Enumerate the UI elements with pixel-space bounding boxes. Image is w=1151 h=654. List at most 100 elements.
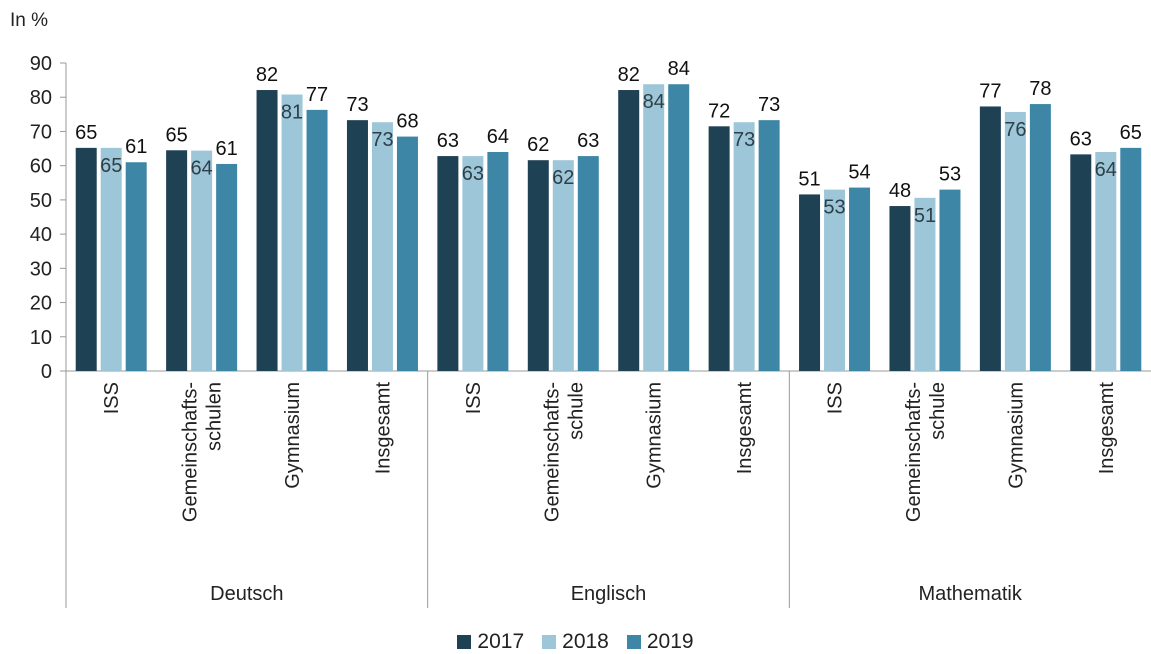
bar-2018	[914, 197, 936, 371]
data-label-2019: 53	[939, 164, 961, 186]
category-label: schule	[927, 382, 949, 440]
bar-2017	[166, 150, 188, 371]
legend-swatch	[457, 635, 472, 649]
y-tick-label: 40	[30, 224, 52, 246]
data-label-2019: 73	[758, 94, 780, 116]
category-label: Insgesamt	[372, 382, 394, 475]
y-tick-label: 0	[41, 361, 52, 383]
bar-2018	[100, 147, 122, 371]
bar-2019	[939, 189, 961, 371]
data-label-2017: 73	[346, 94, 368, 116]
data-label-2018: 81	[281, 101, 303, 123]
category-label: Gymnasium	[644, 382, 666, 489]
y-tick-label: 30	[30, 258, 52, 280]
data-label-2018: 65	[100, 155, 122, 177]
legend-swatch	[626, 635, 641, 649]
data-label-2019: 54	[848, 162, 870, 184]
bar-2017	[437, 156, 459, 371]
category-label: schulen	[204, 382, 226, 451]
category-label: schule	[565, 382, 587, 440]
data-label-2017: 77	[979, 80, 1001, 102]
bar-2018	[1095, 151, 1117, 371]
legend-label: 2018	[562, 630, 609, 653]
bar-2017	[889, 206, 911, 371]
bar-2019	[216, 163, 238, 371]
category-label: Gemeinschafts-	[903, 382, 925, 522]
bar-2019	[396, 136, 418, 371]
bar-2017	[346, 120, 368, 371]
category-label: ISS	[825, 382, 847, 414]
data-label-2018: 73	[733, 129, 755, 151]
legend-item-2019: 2019	[626, 630, 694, 654]
data-label-2018: 62	[552, 167, 574, 189]
data-label-2017: 72	[708, 100, 730, 122]
bar-2017	[256, 90, 278, 371]
bar-2018	[733, 122, 755, 372]
bar-2018	[824, 189, 846, 371]
data-label-2017: 63	[437, 130, 459, 152]
data-label-2019: 64	[487, 126, 509, 148]
y-tick-label: 10	[30, 327, 52, 349]
data-label-2019: 77	[306, 84, 328, 106]
data-label-2018: 64	[1095, 159, 1117, 181]
data-label-2017: 82	[618, 64, 640, 86]
bar-2019	[1120, 147, 1142, 371]
data-label-2017: 48	[889, 180, 911, 202]
bar-2018	[552, 160, 574, 371]
bar-2018	[281, 94, 303, 372]
bar-2018	[371, 122, 393, 372]
data-label-2018: 76	[1004, 119, 1026, 141]
bar-2017	[979, 106, 1001, 371]
data-label-2019: 68	[396, 111, 418, 133]
data-label-2019: 78	[1029, 78, 1051, 100]
bar-2018	[1004, 111, 1026, 371]
group-label: Englisch	[571, 583, 647, 605]
bar-2017	[708, 126, 730, 371]
data-label-2017: 62	[527, 134, 549, 156]
y-tick-label: 20	[30, 293, 52, 315]
bar-2019	[668, 84, 690, 372]
bar-2019	[487, 151, 509, 371]
data-label-2018: 51	[914, 205, 936, 227]
data-label-2018: 53	[823, 197, 845, 219]
chart-legend: 2017 2018 2019	[0, 630, 1151, 654]
category-label: ISS	[101, 382, 123, 414]
data-label-2017: 82	[256, 64, 278, 86]
y-axis-unit-label: In %	[10, 10, 49, 31]
data-label-2018: 64	[191, 158, 213, 180]
y-tick-label: 70	[30, 121, 52, 143]
category-label: Gymnasium	[1005, 382, 1027, 489]
category-label: Gemeinschafts-	[541, 382, 563, 522]
data-label-2017: 65	[166, 124, 188, 146]
data-label-2018: 63	[462, 163, 484, 185]
y-tick-label: 90	[30, 53, 52, 75]
data-label-2019: 63	[577, 130, 599, 152]
bar-2019	[306, 109, 328, 371]
group-label: Deutsch	[210, 583, 283, 605]
category-label: Gemeinschafts-	[180, 382, 202, 522]
y-tick-label: 80	[30, 87, 52, 109]
data-label-2018: 84	[643, 91, 665, 113]
data-label-2019: 61	[216, 138, 238, 160]
category-label: ISS	[463, 382, 485, 414]
bar-2018	[191, 150, 213, 371]
data-label-2017: 63	[1070, 128, 1092, 150]
bar-2018	[462, 156, 484, 371]
group-label: Mathematik	[918, 583, 1022, 605]
bar-2017	[618, 90, 640, 371]
legend-item-2017: 2017	[457, 630, 524, 654]
legend-label: 2017	[477, 630, 525, 653]
bar-2019	[577, 156, 599, 371]
bar-2019	[849, 187, 871, 371]
bar-2017	[75, 147, 97, 371]
category-label: Gymnasium	[282, 382, 304, 489]
legend-item-2018: 2018	[542, 630, 609, 654]
bar-2019	[125, 162, 147, 371]
legend-swatch	[542, 635, 557, 649]
bar-2019	[758, 120, 780, 371]
bar-2017	[527, 160, 549, 371]
category-label: Insgesamt	[1096, 382, 1118, 475]
bar-2018	[643, 84, 665, 372]
data-label-2019: 61	[125, 136, 147, 158]
